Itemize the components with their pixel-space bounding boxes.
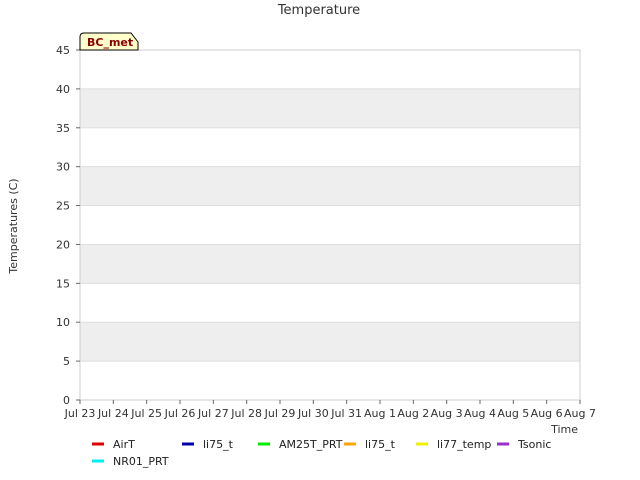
x-tick-label: Aug 6 [531, 407, 563, 420]
legend-label: NR01_PRT [113, 455, 169, 468]
x-axis-title: Time [550, 423, 578, 436]
x-axis: Jul 23 Jul 24 Jul 25 Jul 26 Jul 27 Jul 28 Jul … [64, 400, 596, 420]
legend-item: li75_t [182, 438, 234, 451]
y-axis: 0 5 10 15 20 25 30 35 40 45 [56, 44, 80, 407]
x-tick-label: Aug 7 [564, 407, 596, 420]
x-tick-label: Jul 27 [197, 407, 229, 420]
legend-item: li75_t [344, 438, 396, 451]
y-tick-label: 25 [56, 200, 70, 213]
y-tick-label: 0 [63, 394, 70, 407]
x-tick-label: Jul 23 [64, 407, 96, 420]
y-tick-label: 15 [56, 277, 70, 290]
y-tick-label: 45 [56, 44, 70, 57]
legend-item: AirT [92, 438, 135, 451]
y-tick-label: 35 [56, 122, 70, 135]
y-tick-label: 40 [56, 83, 70, 96]
x-tick-label: Jul 26 [164, 407, 196, 420]
y-axis-title: Temperatures (C) [7, 178, 20, 274]
x-tick-label: Aug 1 [364, 407, 396, 420]
station-badge-label: BC_met [87, 36, 133, 49]
plot-area [79, 49, 581, 401]
x-tick-label: Jul 28 [230, 407, 262, 420]
y-tick-label: 5 [63, 355, 70, 368]
x-tick-label: Jul 31 [330, 407, 362, 420]
legend-item: li77_temp [416, 438, 491, 451]
x-tick-label: Jul 25 [130, 407, 162, 420]
grid-band [80, 322, 580, 362]
x-tick-label: Aug 2 [397, 407, 429, 420]
x-tick-label: Jul 30 [297, 407, 329, 420]
legend-item: Tsonic [497, 438, 551, 451]
grid-band [80, 88, 580, 128]
legend-label: li75_t [203, 438, 234, 451]
y-tick-label: 10 [56, 316, 70, 329]
legend-item: AM25T_PRT [258, 438, 343, 451]
chart-title: Temperature [277, 3, 360, 18]
legend-label: AM25T_PRT [279, 438, 343, 451]
legend: AirT li75_t AM25T_PRT li75_t li77_temp Tsonic… [92, 438, 551, 468]
x-tick-label: Jul 24 [97, 407, 129, 420]
grid-band [80, 205, 580, 245]
station-badge: BC_met [79, 32, 139, 51]
y-tick-label: 20 [56, 238, 70, 251]
legend-label: li77_temp [437, 438, 491, 451]
x-tick-label: Aug 4 [464, 407, 496, 420]
grid-band [80, 361, 580, 400]
legend-label: AirT [113, 438, 135, 451]
y-tick-label: 30 [56, 161, 70, 174]
grid-band [80, 127, 580, 167]
legend-label: li75_t [365, 438, 396, 451]
plot-background-bands [80, 49, 580, 401]
grid-band [80, 166, 580, 206]
station-badge-box [79, 32, 139, 51]
x-tick-label: Jul 29 [264, 407, 296, 420]
x-tick-label: Aug 3 [431, 407, 463, 420]
grid-band [80, 244, 580, 284]
legend-item: NR01_PRT [92, 455, 169, 468]
grid-band [80, 50, 580, 89]
grid-band [80, 283, 580, 323]
legend-label: Tsonic [517, 438, 551, 451]
x-tick-label: Aug 5 [497, 407, 529, 420]
